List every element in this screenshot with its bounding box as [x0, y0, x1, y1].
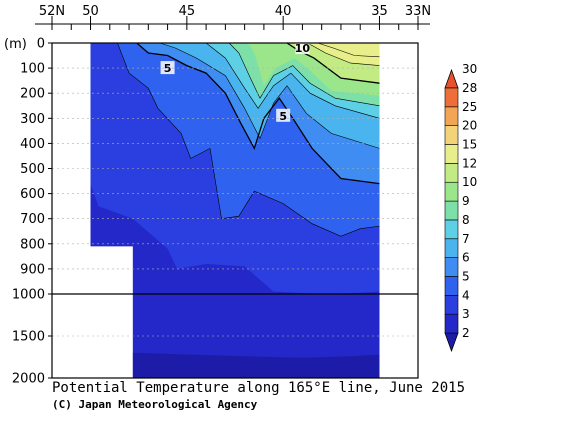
colorbar-swatch: [444, 181, 459, 202]
colorbar-swatch: [444, 144, 459, 164]
colorbar-swatch: [444, 125, 459, 145]
credit-text: (C) Japan Meteorological Agency: [52, 398, 258, 411]
colorbar-swatch: [444, 163, 459, 183]
chart-title: Potential Temperature along 165°E line, …: [52, 380, 465, 396]
y-tick-label: 1000: [12, 288, 45, 303]
contour-label: 5: [164, 62, 172, 75]
contour-thin-1: [159, 42, 380, 149]
colorbar-swatch: [444, 219, 459, 240]
colorbar-label: 15: [462, 138, 477, 152]
y-tick-label: 800: [20, 237, 45, 252]
contour-label-bg: [295, 41, 310, 55]
colorbar-swatch: [444, 257, 459, 277]
contour-label: 5: [279, 110, 287, 123]
contour-thin-4: [306, 42, 380, 66]
contour-label: 10: [295, 42, 311, 55]
y-tick-label: 0: [37, 37, 45, 52]
colorbar-swatch: [444, 200, 459, 221]
colorbar-label: 20: [462, 119, 477, 133]
y-tick-label: 300: [20, 112, 45, 127]
plot-frame: [51, 42, 419, 379]
colorbar-label: 2: [462, 326, 470, 340]
contour-10: [286, 42, 380, 84]
colorbar-label: 25: [462, 100, 477, 114]
x-tick-label: 35: [371, 4, 388, 19]
band-2-3: [90, 183, 380, 378]
colorbar-max-arrow: [444, 68, 459, 89]
colorbar-swatch: [444, 295, 459, 315]
contour-thin-6: [117, 42, 380, 237]
x-tick-label: 45: [179, 4, 196, 19]
band-below-2: [132, 352, 380, 378]
frame-border: [51, 42, 419, 379]
contour-label-bg: [276, 108, 291, 122]
colorbar-swatch: [444, 313, 459, 334]
y-unit-label: (m): [4, 37, 27, 52]
colorbar-label: 5: [462, 269, 470, 283]
y-tick-label: 100: [20, 62, 45, 77]
y-axis: 0 100 200 300 400 500 600 700 800 900 1000 1500 2000: [12, 37, 52, 387]
contour-labels: 5 10 5: [160, 41, 311, 123]
contour-thin-3: [228, 42, 380, 107]
colorbar-label: 7: [462, 232, 470, 246]
contour-thin-5: [317, 42, 380, 58]
y-tick-label: 2000: [12, 372, 45, 387]
colorbar-swatch: [444, 238, 459, 258]
x-tick-label: 40: [275, 4, 292, 19]
colorbar-label: 10: [462, 175, 477, 189]
contour-thin-2: [205, 42, 380, 119]
colorbar-label: 30: [462, 62, 477, 76]
colorbar-label: 12: [462, 156, 477, 170]
colorbar-swatch: [444, 106, 459, 126]
x-tick-label: 33N: [405, 4, 431, 19]
y-tick-label: 1500: [12, 330, 45, 345]
colorbar-label: 6: [462, 251, 470, 265]
colorbar-swatch: [444, 276, 459, 296]
y-tick-label: 500: [20, 162, 45, 177]
colorbar-swatch: [444, 87, 459, 108]
colorbar-label: 8: [462, 213, 470, 227]
colorbar-label: 9: [462, 194, 470, 208]
y-tick-label: 700: [20, 212, 45, 227]
x-tick-label: 52N: [39, 4, 65, 19]
colorbar-label: 3: [462, 307, 470, 321]
colorbar-label: 28: [462, 81, 477, 95]
contour-label-bg: [160, 61, 175, 75]
x-axis: 52N 50 45 40 35 33N: [35, 4, 431, 30]
y-tick-label: 600: [20, 187, 45, 202]
colorbar-min-arrow: [444, 332, 459, 353]
y-tick-label: 200: [20, 87, 45, 102]
x-tick-label: 50: [82, 4, 99, 19]
colorbar-label: 4: [462, 288, 470, 302]
band-12-15: [306, 43, 380, 66]
colorbar: 2 3 4 5 6 7 8 9 10 12 15 20 25 28 30: [444, 62, 477, 353]
y-tick-label: 900: [20, 262, 45, 277]
y-tick-label: 400: [20, 137, 45, 152]
